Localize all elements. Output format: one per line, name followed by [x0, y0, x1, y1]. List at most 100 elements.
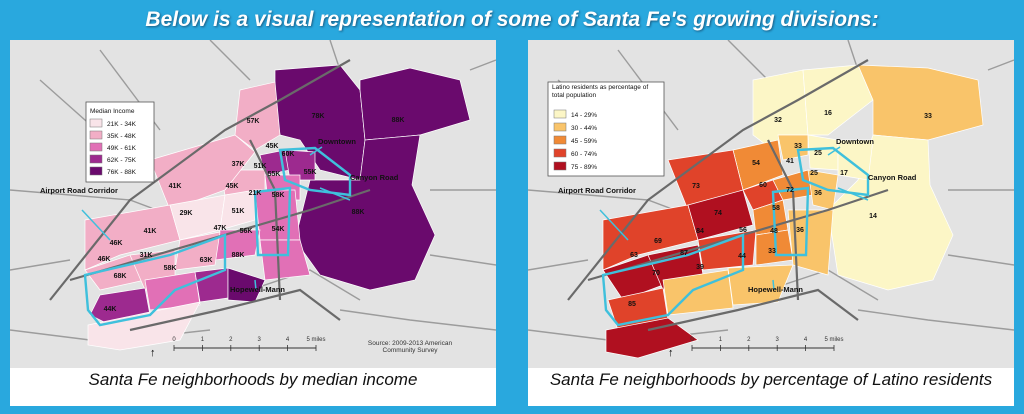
place-airport-road: Airport Road Corridor [40, 186, 118, 195]
area-label-37k: 37K [232, 161, 245, 168]
legend-swatch [553, 109, 567, 119]
area-label-44k: 44K [104, 306, 117, 313]
legend-label: 35K - 48K [107, 133, 137, 140]
legend-swatch [553, 161, 567, 171]
latino-map: 32 16 33 33 41 25 54 25 17 73 60 72 36 1… [528, 40, 1014, 368]
area-label-56: 56 [739, 227, 747, 234]
area-label-25-south: 25 [810, 170, 818, 177]
latino-zone [605, 317, 699, 359]
legend-label: 30 - 44% [571, 125, 597, 132]
income-zone [259, 239, 311, 281]
area-label-55k-center: 55K [268, 171, 281, 178]
latino-zone [857, 64, 984, 141]
svg-text:↑: ↑ [668, 347, 674, 359]
latino-zone [802, 64, 874, 136]
area-label-85: 85 [628, 301, 636, 308]
area-label-60: 60 [759, 182, 767, 189]
area-label-36-north: 36 [814, 190, 822, 197]
legend-label: 62K - 75K [107, 157, 137, 164]
latino-labels: 32 16 33 33 41 25 54 25 17 73 60 72 36 1… [628, 110, 932, 308]
latino-zone [787, 209, 834, 276]
corridor-outlines [601, 146, 870, 327]
latino-map-caption: Santa Fe neighborhoods by percentage of … [549, 370, 993, 389]
area-label-45k-north: 45K [266, 143, 279, 150]
income-legend: Median Income 21K - 34K 35K - 48K 49K - 61… [85, 101, 155, 183]
area-label-48: 48 [770, 228, 778, 235]
legend-label: 60 - 74% [571, 151, 597, 158]
area-label-70: 70 [652, 270, 660, 277]
corridor-outlines [83, 146, 352, 327]
legend-swatch [89, 118, 103, 128]
legend-title: Latino residents as percentage of total … [552, 84, 649, 99]
area-label-29k: 29K [180, 210, 193, 217]
source-note: Source: 2009-2013 American Community Sur… [367, 340, 453, 355]
area-label-25-north: 25 [814, 150, 822, 157]
area-label-58k-south: 58K [164, 265, 177, 272]
area-label-60k: 60K [282, 151, 295, 158]
place-canyon-road: Canyon Road [350, 173, 399, 182]
area-label-44: 44 [738, 253, 746, 260]
area-label-39: 39 [696, 264, 704, 271]
income-scale-bar: ↑ 0 1 2 3 4 5 miles [150, 337, 326, 359]
latino-map-panel: 32 16 33 33 41 25 54 25 17 73 60 72 36 1… [528, 40, 1014, 406]
legend-title: Median Income [90, 108, 135, 115]
area-label-46k-lower: 46K [98, 256, 111, 263]
area-label-41k-south: 41K [144, 228, 157, 235]
scale-tick-label: 5 miles [824, 337, 843, 343]
area-label-21k: 21K [249, 190, 262, 197]
place-canyon-road: Canyon Road [868, 173, 917, 182]
place-downtown: Downtown [836, 137, 874, 146]
area-label-17: 17 [840, 170, 848, 177]
legend-swatch [553, 135, 567, 145]
area-label-36-south: 36 [796, 227, 804, 234]
income-map: 78K 88K 57K 45K 60K 55K 37K 51K 41K 21K … [10, 40, 496, 368]
area-label-51k-center: 51K [232, 208, 245, 215]
legend-label: 76K - 88K [107, 169, 137, 176]
scale-tick-label: 3 [258, 337, 262, 343]
legend-label: 14 - 29% [571, 112, 597, 119]
scale-tick-label: 5 miles [306, 337, 325, 343]
income-zone [219, 189, 256, 231]
area-label-33-south: 33 [768, 248, 776, 255]
scale-tick-label: 4 [804, 337, 808, 343]
area-label-72: 72 [786, 187, 794, 194]
legend-swatch [553, 122, 567, 132]
latino-zone [697, 229, 757, 271]
area-label-63: 63 [630, 252, 638, 259]
income-zone [194, 267, 229, 303]
income-zone [84, 204, 181, 271]
latino-zone [807, 134, 839, 171]
area-label-54: 54 [752, 160, 760, 167]
area-label-58k-north: 58K [272, 192, 285, 199]
scale-tick-label: 2 [747, 337, 751, 343]
scale-tick-label: 0 [690, 337, 694, 343]
area-label-32: 32 [774, 117, 782, 124]
area-label-45k-center: 45K [226, 183, 239, 190]
legend-swatch [89, 166, 103, 176]
income-zone [294, 134, 436, 291]
legend-swatch [89, 142, 103, 152]
road-network [10, 40, 496, 341]
area-label-33-north: 33 [924, 113, 932, 120]
legend-label: 75 - 89% [571, 164, 597, 171]
area-label-57k: 57K [247, 118, 260, 125]
area-label-14: 14 [869, 213, 877, 220]
income-map-panel: 78K 88K 57K 45K 60K 55K 37K 51K 41K 21K … [10, 40, 496, 406]
place-hopewell-mann: Hopewell-Mann [748, 285, 803, 294]
legend-swatch [89, 154, 103, 164]
scale-tick-label: 2 [229, 337, 233, 343]
area-label-88k-east: 88K [352, 209, 365, 216]
area-label-73: 73 [692, 183, 700, 190]
scale-tick-label: 0 [172, 337, 176, 343]
income-zone [284, 149, 316, 181]
area-label-33-center: 33 [794, 143, 802, 150]
area-label-63k: 63K [200, 257, 213, 264]
area-label-74: 74 [714, 210, 722, 217]
area-label-87: 87 [680, 250, 688, 257]
area-label-51k-north: 51K [254, 163, 267, 170]
area-label-84: 84 [696, 228, 704, 235]
area-label-41: 41 [786, 158, 794, 165]
latino-zone [727, 264, 794, 306]
legend-label: 49K - 61K [107, 145, 137, 152]
area-label-56k: 56K [240, 228, 253, 235]
